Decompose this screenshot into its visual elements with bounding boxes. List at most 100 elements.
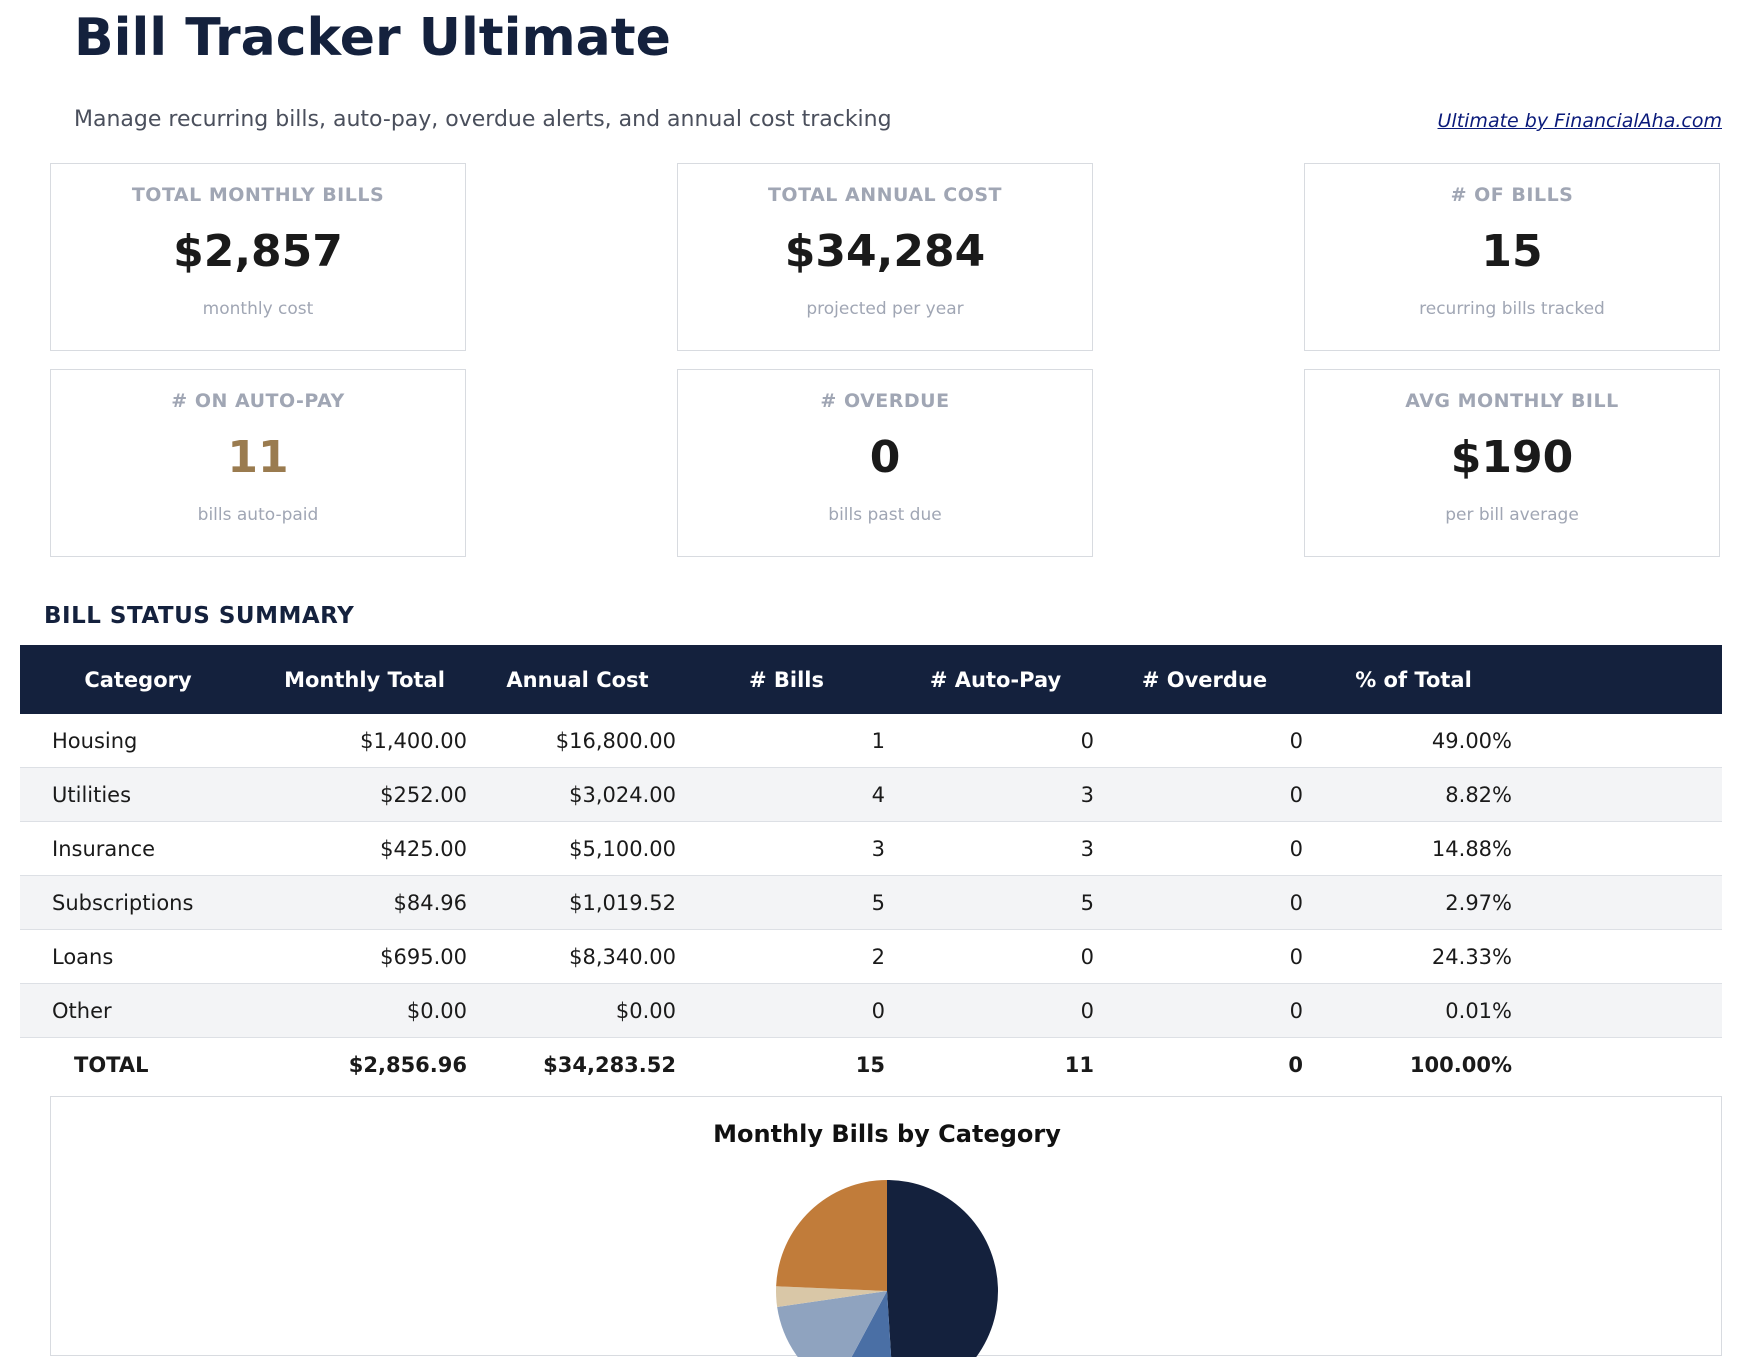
table-cell: 0 — [1100, 767, 1309, 822]
column-header: # Bills — [682, 645, 891, 714]
page: Bill Tracker Ultimate Manage recurring b… — [20, 8, 1722, 1361]
summary-table: Category Monthly Total Annual Cost # Bills #… — [20, 645, 1722, 1092]
kpi-label: AVG MONTHLY BILL — [1405, 390, 1619, 412]
kpi-note: per bill average — [1445, 505, 1579, 525]
table-row: Loans $695.00 $8,340.00 2 0 0 24.33% — [20, 929, 1722, 984]
pie-slice — [776, 1180, 887, 1291]
section-title: BILL STATUS SUMMARY — [44, 603, 355, 629]
table-cell-spacer — [1518, 929, 1722, 984]
kpi-card: AVG MONTHLY BILL $190 per bill average — [1304, 369, 1720, 557]
table-row: Utilities $252.00 $3,024.00 4 3 0 8.82% — [20, 767, 1722, 822]
kpi-label: TOTAL ANNUAL COST — [767, 184, 1003, 206]
table-cell: $34,283.52 — [543, 1053, 676, 1077]
table-cell: 0.01% — [1309, 983, 1518, 1038]
table-cell: 3 — [891, 767, 1100, 822]
table-row: Subscriptions $84.96 $1,019.52 5 5 0 2.97% — [20, 875, 1722, 930]
table-cell: $2,856.96 — [348, 1053, 467, 1077]
column-header: % of Total — [1309, 645, 1518, 714]
table-cell: $8,340.00 — [473, 929, 682, 984]
kpi-label: TOTAL MONTHLY BILLS — [131, 184, 385, 206]
table-cell: $1,019.52 — [473, 875, 682, 930]
kpi-note: bills past due — [828, 505, 942, 525]
kpi-note: projected per year — [806, 299, 964, 319]
table-cell: 0 — [891, 983, 1100, 1038]
table-cell-spacer — [1518, 767, 1722, 822]
kpi-value: $34,284 — [784, 226, 986, 277]
table-cell: $425.00 — [256, 821, 473, 876]
table-cell-spacer — [1518, 821, 1722, 876]
table-cell: 0 — [1100, 714, 1309, 768]
table-cell: 2.97% — [1309, 875, 1518, 930]
table-cell: 0 — [1100, 875, 1309, 930]
kpi-value: 15 — [1481, 226, 1543, 277]
table-cell: $5,100.00 — [473, 821, 682, 876]
column-header: Category — [20, 645, 256, 714]
table-cell: Insurance — [20, 821, 256, 876]
kpi-value: 0 — [869, 432, 901, 483]
chart-title: Monthly Bills by Category — [713, 1120, 1061, 1148]
table-cell: 11 — [1064, 1053, 1094, 1077]
table-cell-spacer — [1518, 1038, 1722, 1093]
header-row: Category Monthly Total Annual Cost # Bills #… — [20, 645, 1722, 714]
table-cell: $3,024.00 — [473, 767, 682, 822]
table-cell: $1,400.00 — [256, 714, 473, 768]
table-cell-spacer — [1518, 714, 1722, 768]
table-cell: $252.00 — [256, 767, 473, 822]
column-header: Monthly Total — [256, 645, 473, 714]
kpi-card: TOTAL MONTHLY BILLS $2,857 monthly cost — [50, 163, 466, 351]
table-cell: 0 — [682, 983, 891, 1038]
table-cell: $0.00 — [256, 983, 473, 1038]
kpi-label: # OF BILLS — [1450, 184, 1574, 206]
table-cell: 2 — [682, 929, 891, 984]
table-cell: Subscriptions — [20, 875, 256, 930]
pie-slice — [887, 1180, 998, 1361]
table-cell: 100.00% — [1409, 1053, 1512, 1077]
kpi-note: bills auto-paid — [197, 505, 319, 525]
table-cell: Loans — [20, 929, 256, 984]
table-cell: 14.88% — [1309, 821, 1518, 876]
table-row: Other $0.00 $0.00 0 0 0 0.01% — [20, 983, 1722, 1038]
table-cell: $84.96 — [256, 875, 473, 930]
table-cell: 0 — [891, 714, 1100, 768]
table-cell-spacer — [1518, 983, 1722, 1038]
kpi-card: # ON AUTO-PAY 11 bills auto-paid — [50, 369, 466, 557]
kpi-label: # OVERDUE — [820, 390, 950, 412]
table-row: TOTAL $2,856.96 $34,283.52 15 11 0 100.00% — [20, 1038, 1722, 1093]
table-cell: 24.33% — [1309, 929, 1518, 984]
table-cell: $695.00 — [256, 929, 473, 984]
column-spacer — [1518, 645, 1722, 714]
kpi-note: monthly cost — [202, 299, 314, 319]
kpi-card: # OF BILLS 15 recurring bills tracked — [1304, 163, 1720, 351]
table-cell: 5 — [682, 875, 891, 930]
table-cell-spacer — [1518, 875, 1722, 930]
column-header: # Overdue — [1100, 645, 1309, 714]
kpi-value: $190 — [1450, 432, 1574, 483]
table-cell: 0 — [1100, 983, 1309, 1038]
kpi-card: # OVERDUE 0 bills past due — [677, 369, 1093, 557]
table-cell: 3 — [682, 821, 891, 876]
kpi-label: # ON AUTO-PAY — [171, 390, 345, 412]
table-cell: 0 — [891, 929, 1100, 984]
table-cell: 0 — [1100, 929, 1309, 984]
column-header: Annual Cost — [473, 645, 682, 714]
kpi-note: recurring bills tracked — [1419, 299, 1605, 319]
table-cell: 0 — [1100, 821, 1309, 876]
kpi-card: TOTAL ANNUAL COST $34,284 projected per ye… — [677, 163, 1093, 351]
table-cell: Other — [20, 983, 256, 1038]
kpi-value: 11 — [227, 432, 289, 483]
chart-panel: Monthly Bills by Category — [50, 1096, 1722, 1361]
table-cell: 8.82% — [1309, 767, 1518, 822]
table-cell: Utilities — [20, 767, 256, 822]
subtitle: Manage recurring bills, auto-pay, overdu… — [74, 107, 892, 132]
table-cell: 1 — [682, 714, 891, 768]
table-row: Insurance $425.00 $5,100.00 3 3 0 14.88% — [20, 821, 1722, 876]
column-header: # Auto-Pay — [891, 645, 1100, 714]
kpi-value: $2,857 — [173, 226, 343, 277]
table-row: Housing $1,400.00 $16,800.00 1 0 0 49.00% — [20, 714, 1722, 768]
table-cell: $16,800.00 — [473, 714, 682, 768]
site-link[interactable]: Ultimate by FinancialAha.com — [1437, 110, 1722, 132]
page-title: Bill Tracker Ultimate — [74, 8, 671, 68]
table-cell: $0.00 — [473, 983, 682, 1038]
table-cell: 4 — [682, 767, 891, 822]
chart: Monthly Bills by Category — [713, 1120, 1061, 1361]
